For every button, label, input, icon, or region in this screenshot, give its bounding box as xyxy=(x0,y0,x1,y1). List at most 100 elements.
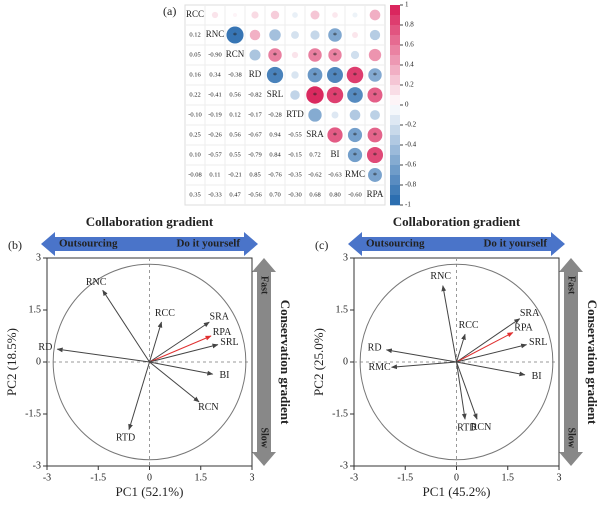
significance-mark: * xyxy=(353,71,357,80)
correlation-label: 0.84 xyxy=(269,151,281,158)
annotation-title: Collaboration gradient xyxy=(86,214,214,229)
annotation-title: Conservation gradient xyxy=(278,300,293,425)
correlation-circle xyxy=(367,127,383,143)
significance-mark: * xyxy=(233,31,237,40)
colorbar-tick-label: -0.2 xyxy=(405,121,417,129)
significance-mark: * xyxy=(373,171,377,180)
x-tick-label: -1.5 xyxy=(397,472,413,483)
panel-label: (a) xyxy=(163,4,176,18)
significance-mark: * xyxy=(313,91,317,100)
loading-vector xyxy=(456,361,467,420)
loading-vector xyxy=(102,289,150,363)
variable-label: RNC xyxy=(206,29,225,39)
significance-mark: * xyxy=(333,71,337,80)
significance-mark: * xyxy=(333,91,337,100)
loading-vector xyxy=(456,333,466,363)
loading-vector xyxy=(128,361,150,431)
significance-mark: * xyxy=(353,91,357,100)
significance-mark: * xyxy=(373,151,377,160)
annotation-left: Outsourcing xyxy=(59,238,118,250)
y-tick-label: -3 xyxy=(33,460,41,471)
correlation-label: -0.79 xyxy=(248,151,262,158)
correlation-label: 0.05 xyxy=(189,51,200,58)
correlation-label: 0.55 xyxy=(229,151,240,158)
correlation-circle xyxy=(350,50,360,60)
loading-vector xyxy=(149,321,210,363)
correlation-circle xyxy=(307,67,323,83)
annotation-title: Collaboration gradient xyxy=(393,214,521,229)
colorbar-tick-label: 0.6 xyxy=(405,41,414,49)
correlation-circle xyxy=(326,86,344,104)
significance-mark: * xyxy=(313,51,317,60)
vector-label: SRL xyxy=(220,337,238,348)
x-tick-label: -1.5 xyxy=(90,472,106,483)
loading-vector xyxy=(56,347,150,363)
vector-label: SRA xyxy=(210,311,230,322)
correlation-label: -0.33 xyxy=(208,191,222,198)
y-tick-label: -1.5 xyxy=(332,408,348,419)
x-tick-label: 3 xyxy=(250,472,255,483)
correlation-label: -0.19 xyxy=(208,111,222,118)
correlation-circle xyxy=(366,146,384,164)
y-tick-label: 0 xyxy=(36,356,41,367)
correlation-circle xyxy=(292,12,298,18)
panel-label: (c) xyxy=(315,238,328,252)
variable-label: RTD xyxy=(286,109,304,119)
correlation-label: -0.76 xyxy=(268,171,282,178)
colorbar-step xyxy=(390,85,400,96)
colorbar-tick-label: 0.8 xyxy=(405,21,414,29)
significance-mark: * xyxy=(333,51,337,60)
vector-label: SRL xyxy=(529,337,547,348)
colorbar-step xyxy=(390,135,400,146)
correlation-circle xyxy=(232,12,238,18)
y-tick-label: 3 xyxy=(36,252,41,263)
correlation-label: 0.34 xyxy=(209,71,221,78)
correlation-circle xyxy=(249,49,261,61)
correlation-label: -0.57 xyxy=(208,151,222,158)
vector-label: RPA xyxy=(514,323,533,334)
correlation-circle xyxy=(327,67,343,83)
variable-label: RCC xyxy=(186,9,204,19)
gradient-arrow xyxy=(252,258,276,466)
significance-mark: * xyxy=(333,131,337,140)
correlation-circle xyxy=(310,30,320,40)
correlation-circle xyxy=(346,66,364,84)
correlation-label: 0.80 xyxy=(329,191,340,198)
correlation-circle xyxy=(370,110,380,120)
colorbar-tick-label: -0.4 xyxy=(405,141,417,149)
colorbar-step xyxy=(390,115,400,126)
loading-vector xyxy=(456,361,478,420)
colorbar-step xyxy=(390,25,400,36)
correlation-label: 0.70 xyxy=(269,191,280,198)
correlation-label: -0.82 xyxy=(248,91,262,98)
unit-circle xyxy=(52,263,247,461)
vector-label: RPA xyxy=(213,327,232,338)
colorbar-tick-label: 1 xyxy=(405,1,409,9)
correlation-circle xyxy=(308,48,322,62)
correlation-label: -0.90 xyxy=(208,51,222,58)
correlation-label: 0.47 xyxy=(229,191,241,198)
colorbar-step xyxy=(390,5,400,16)
correlation-label: -0.62 xyxy=(308,171,322,178)
correlation-label: -0.38 xyxy=(228,71,242,78)
y-axis-label: PC2 (18.5%) xyxy=(4,328,19,396)
correlation-circle xyxy=(347,127,363,143)
loading-vector xyxy=(149,343,219,363)
variable-label: RPA xyxy=(367,189,384,199)
loading-vector xyxy=(149,321,163,363)
significance-mark: * xyxy=(353,131,357,140)
correlation-label: 0.12 xyxy=(189,31,200,38)
significance-mark: * xyxy=(313,71,317,80)
correlation-label: -0.55 xyxy=(288,131,302,138)
colorbar-step xyxy=(390,175,400,186)
colorbar-step xyxy=(390,165,400,176)
variable-label: SRA xyxy=(306,129,324,139)
annotation-top: Fast xyxy=(566,276,577,295)
variable-label: RMC xyxy=(345,169,365,179)
correlation-label: -0.26 xyxy=(208,131,222,138)
x-axis-label: PC1 (52.1%) xyxy=(116,484,184,499)
correlation-circle xyxy=(328,48,342,62)
colorbar-tick-label: 0.2 xyxy=(405,81,414,89)
x-tick-label: 3 xyxy=(557,472,562,483)
